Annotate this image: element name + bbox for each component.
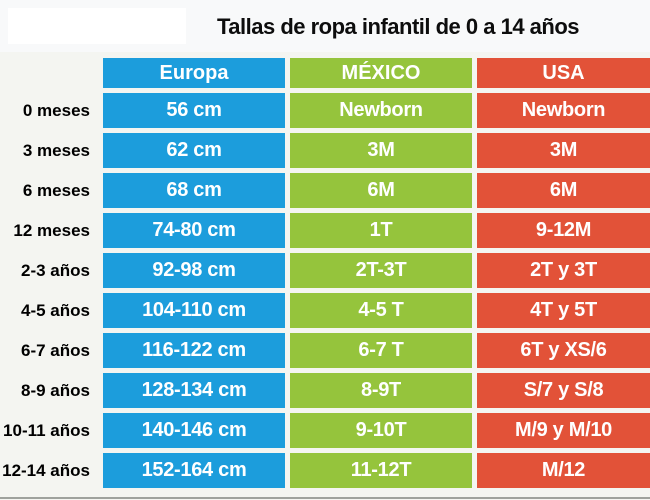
age-label: 12-14 años [2,460,90,480]
usa-cell: 6T y XS/6 [477,333,650,368]
mexico-cell: Newborn [290,93,472,128]
usa-cell: M/9 y M/10 [477,413,650,448]
usa-cell: S/7 y S/8 [477,373,650,408]
mexico-cell: 1T [290,213,472,248]
mexico-cell: 3M [290,133,472,168]
page-title: Tallas de ropa infantil de 0 a 14 años [216,14,580,39]
europa-cell: 74-80 cm [103,213,285,248]
age-label: 2-3 años [21,260,90,280]
europa-cell: 128-134 cm [103,373,285,408]
usa-cell: 6M [477,173,650,208]
europa-cell: 62 cm [103,133,285,168]
bottom-divider [0,497,650,499]
age-label: 8-9 años [21,380,90,400]
age-label: 4-5 años [21,300,90,320]
age-label: 12 meses [13,220,90,240]
europa-cell: 92-98 cm [103,253,285,288]
europa-cell: 140-146 cm [103,413,285,448]
mexico-cell: 2T-3T [290,253,472,288]
europa-cell: 116-122 cm [103,333,285,368]
mexico-cell: 6-7 T [290,333,472,368]
column-header-usa: USA [477,58,650,88]
age-label: 6-7 años [21,340,90,360]
age-label: 3 meses [22,140,90,160]
usa-cell: Newborn [477,93,650,128]
logo-placeholder [8,8,186,44]
europa-cell: 68 cm [103,173,285,208]
column-header-mexico: MÉXICO [290,58,472,88]
age-label: 6 meses [22,180,90,200]
age-label: 0 meses [22,100,90,120]
mexico-cell: 4-5 T [290,293,472,328]
age-label: 10-11 años [3,420,90,440]
usa-cell: 9-12M [477,213,650,248]
europa-cell: 56 cm [103,93,285,128]
usa-cell: 2T y 3T [477,253,650,288]
mexico-cell: 11-12T [290,453,472,488]
size-table: Europa MÉXICO USA 0 meses 56 cm Newborn … [0,58,650,488]
usa-cell: 4T y 5T [477,293,650,328]
table-corner-spacer [0,58,98,88]
mexico-cell: 6M [290,173,472,208]
usa-cell: M/12 [477,453,650,488]
europa-cell: 104-110 cm [103,293,285,328]
europa-cell: 152-164 cm [103,453,285,488]
mexico-cell: 8-9T [290,373,472,408]
column-header-europa: Europa [103,58,285,88]
usa-cell: 3M [477,133,650,168]
mexico-cell: 9-10T [290,413,472,448]
